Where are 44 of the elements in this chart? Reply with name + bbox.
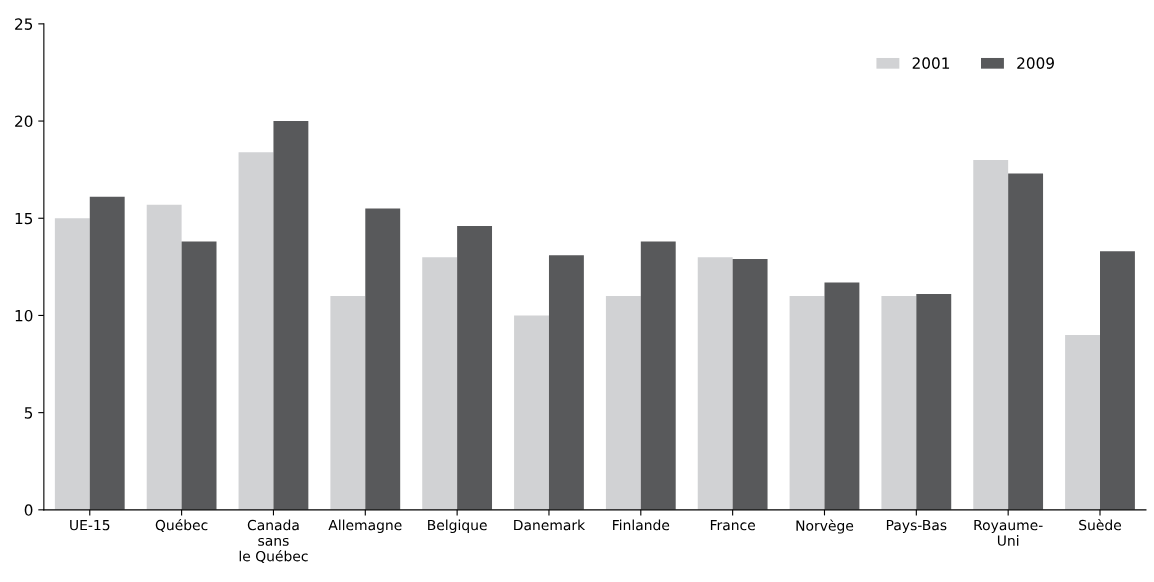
y-tick-label: 25 [15,18,33,30]
bar [1065,334,1100,510]
bar [916,294,952,510]
bar [54,218,90,510]
legend-label: 2009 [1017,57,1054,69]
x-tick-label: Finlande [613,519,670,531]
bar [238,152,274,510]
x-tick-label: Belgique [428,519,487,533]
bar [422,257,458,510]
x-tick-label: UE-15 [70,519,110,531]
x-tick-label: Norvège [796,519,854,534]
x-tick-label: Québec [155,519,208,532]
x-tick-label: Danemark [514,519,586,531]
bar [789,296,825,510]
y-tick-label: 15 [15,212,33,225]
bar [732,259,768,510]
bar [273,121,309,510]
bar [605,296,641,510]
x-tick-label: Canada sans le Québec [239,519,308,563]
x-tick-label: Allemagne [328,519,402,533]
x-tick-label: Pays-Bas [886,519,947,533]
bar [1100,251,1135,510]
x-tick-label: Royaume- Uni [974,519,1043,546]
bar [881,296,917,510]
bar [457,226,493,510]
bar [1008,173,1044,510]
bar [640,241,676,510]
x-tick-label: France [710,519,755,531]
bar [973,159,1009,510]
legend-label: 2001 [912,57,950,69]
bar [181,241,217,510]
bar [330,296,366,510]
bar [824,282,860,510]
bar [89,196,125,510]
bar [514,315,549,510]
x-tick-label: Suède [1079,519,1122,531]
y-tick-label: 10 [15,309,33,322]
y-tick-label: 0 [24,504,33,516]
y-tick-label: 20 [15,115,33,128]
y-tick-label: 5 [24,407,33,419]
bar [365,208,401,510]
bar [697,257,733,510]
bar [146,204,182,510]
bar [548,255,584,510]
